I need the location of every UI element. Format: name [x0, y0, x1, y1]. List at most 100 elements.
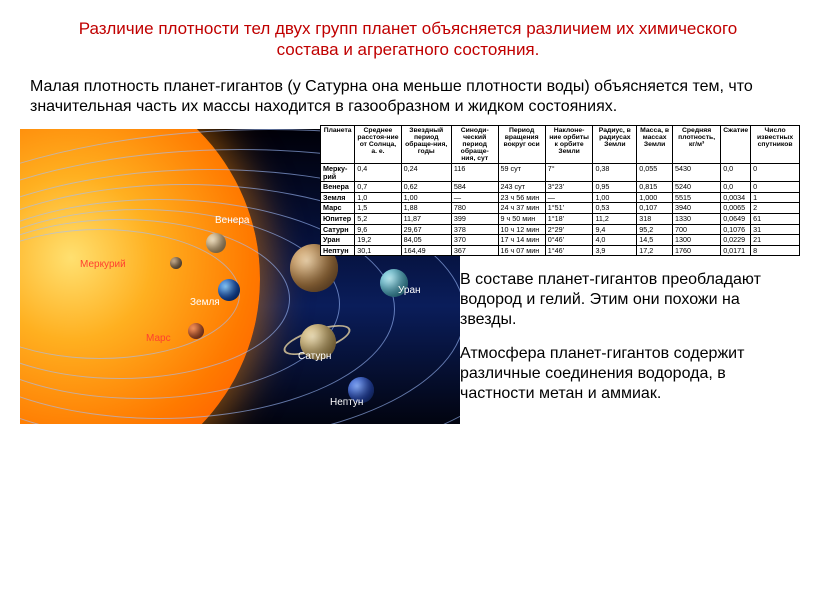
planet-label-saturn: Сатурн: [298, 351, 331, 362]
table-cell: 700: [673, 224, 721, 235]
table-cell: 2: [751, 203, 800, 214]
planet-label-neptune: Нептун: [330, 397, 363, 408]
table-cell: 0,38: [593, 164, 637, 182]
table-header: Синоди-ческий период обраще-ния, сут: [451, 125, 498, 164]
table-cell: Нептун: [321, 245, 355, 256]
table-row: Нептун30,1164,4936716 ч 07 мин1°46'3,917…: [321, 245, 800, 256]
table-header: Среднее расстоя-ние от Солнца, а. е.: [355, 125, 401, 164]
planet-label-venus: Венера: [215, 215, 249, 226]
table-cell: 31: [751, 224, 800, 235]
table-cell: 4,0: [593, 235, 637, 246]
table-cell: 0,24: [401, 164, 451, 182]
table-cell: 367: [451, 245, 498, 256]
table-cell: 21: [751, 235, 800, 246]
table-cell: 116: [451, 164, 498, 182]
table-cell: 243 сут: [498, 182, 545, 193]
table-cell: 1,000: [637, 192, 673, 203]
table-cell: 2°29': [545, 224, 593, 235]
planet-label-earth: Земля: [190, 297, 220, 308]
planet-earth: [218, 279, 240, 301]
table-cell: Сатурн: [321, 224, 355, 235]
table-cell: 84,05: [401, 235, 451, 246]
table-cell: Мерку-рий: [321, 164, 355, 182]
table-cell: 378: [451, 224, 498, 235]
planet-mars: [188, 323, 204, 339]
table-cell: Марс: [321, 203, 355, 214]
table-cell: 30,1: [355, 245, 401, 256]
table-cell: 0,95: [593, 182, 637, 193]
table-row: Юпитер5,211,873999 ч 50 мин1°18'11,23181…: [321, 213, 800, 224]
table-cell: 9,4: [593, 224, 637, 235]
table-cell: Юпитер: [321, 213, 355, 224]
table-cell: 0,1076: [721, 224, 751, 235]
table-header: Средняя плотность, кг/м³: [673, 125, 721, 164]
table-header: Наклоне-ние орбиты к орбите Земли: [545, 125, 593, 164]
table-cell: —: [451, 192, 498, 203]
table-cell: 0,4: [355, 164, 401, 182]
slide-title: Различие плотности тел двух групп планет…: [0, 0, 816, 67]
table-cell: 0,0065: [721, 203, 751, 214]
table-cell: 24 ч 37 мин: [498, 203, 545, 214]
planet-label-uranus: Уран: [398, 285, 421, 296]
table-cell: 780: [451, 203, 498, 214]
table-header: Число известных спутников: [751, 125, 800, 164]
table-cell: 11,87: [401, 213, 451, 224]
table-cell: 1,00: [401, 192, 451, 203]
table-cell: 17,2: [637, 245, 673, 256]
table-header: Звездный период обраще-ния, годы: [401, 125, 451, 164]
table-cell: 1,88: [401, 203, 451, 214]
table-cell: 16 ч 07 мин: [498, 245, 545, 256]
planet-venus: [206, 233, 226, 253]
paragraph-2: В составе планет-гигантов преобладают во…: [460, 270, 800, 330]
planet-label-mars: Марс: [146, 333, 171, 344]
planet-mercury: [170, 257, 182, 269]
table-row: Марс1,51,8878024 ч 37 мин1°51'0,530,1073…: [321, 203, 800, 214]
table-cell: 0,7: [355, 182, 401, 193]
table-cell: 3,9: [593, 245, 637, 256]
right-text-block: В составе планет-гигантов преобладают во…: [460, 256, 800, 404]
table-cell: 5430: [673, 164, 721, 182]
planet-table-wrap: ПланетаСреднее расстоя-ние от Солнца, а.…: [320, 125, 800, 257]
table-cell: 0,53: [593, 203, 637, 214]
table-cell: 0: [751, 164, 800, 182]
table-cell: 95,2: [637, 224, 673, 235]
paragraph-1: Малая плотность планет-гигантов (у Сатур…: [0, 67, 816, 123]
table-cell: 0,0229: [721, 235, 751, 246]
table-cell: 164,49: [401, 245, 451, 256]
planet-table: ПланетаСреднее расстоя-ние от Солнца, а.…: [320, 125, 800, 257]
table-row: Сатурн9,629,6737810 ч 12 мин2°29'9,495,2…: [321, 224, 800, 235]
paragraph-3: Атмосфера планет-гигантов содержит разли…: [460, 344, 800, 404]
table-cell: 0,107: [637, 203, 673, 214]
table-header: Период вращения вокруг оси: [498, 125, 545, 164]
table-cell: 17 ч 14 мин: [498, 235, 545, 246]
table-cell: 9 ч 50 мин: [498, 213, 545, 224]
table-row: Венера0,70,62584243 сут3°23'0,950,815524…: [321, 182, 800, 193]
table-cell: 5240: [673, 182, 721, 193]
table-cell: 0,0171: [721, 245, 751, 256]
table-cell: 1,00: [593, 192, 637, 203]
table-cell: 0°46': [545, 235, 593, 246]
table-cell: 1°18': [545, 213, 593, 224]
table-header: Планета: [321, 125, 355, 164]
table-row: Мерку-рий0,40,2411659 сут7°0,380,0555430…: [321, 164, 800, 182]
table-cell: 1330: [673, 213, 721, 224]
table-cell: 370: [451, 235, 498, 246]
planet-label-mercury: Меркурий: [80, 259, 126, 270]
table-cell: 1°51': [545, 203, 593, 214]
table-cell: 7°: [545, 164, 593, 182]
table-row: Уран19,284,0537017 ч 14 мин0°46'4,014,51…: [321, 235, 800, 246]
table-cell: 9,6: [355, 224, 401, 235]
table-cell: 0,0034: [721, 192, 751, 203]
table-cell: 1300: [673, 235, 721, 246]
table-cell: 3°23': [545, 182, 593, 193]
table-cell: 59 сут: [498, 164, 545, 182]
table-cell: 0,0649: [721, 213, 751, 224]
table-cell: 23 ч 56 мин: [498, 192, 545, 203]
table-cell: 1,0: [355, 192, 401, 203]
table-cell: 584: [451, 182, 498, 193]
table-cell: 10 ч 12 мин: [498, 224, 545, 235]
table-cell: 1: [751, 192, 800, 203]
table-cell: —: [545, 192, 593, 203]
right-column: ПланетаСреднее расстоя-ние от Солнца, а.…: [460, 123, 800, 424]
table-cell: 0,055: [637, 164, 673, 182]
